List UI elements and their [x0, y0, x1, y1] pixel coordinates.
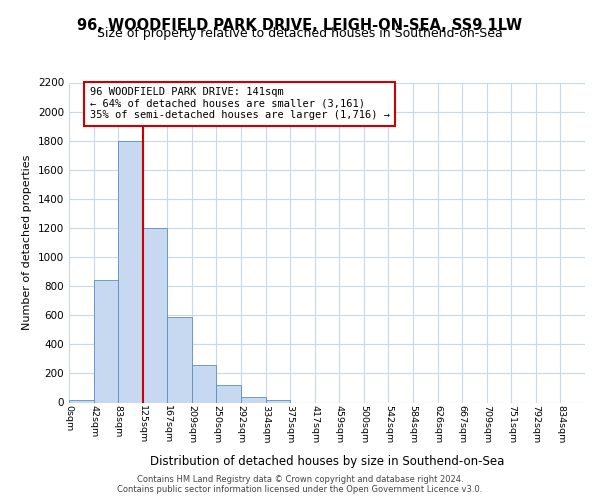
- Text: Size of property relative to detached houses in Southend-on-Sea: Size of property relative to detached ho…: [97, 28, 503, 40]
- Bar: [241, 396, 266, 402]
- Text: Contains HM Land Registry data © Crown copyright and database right 2024.
Contai: Contains HM Land Registry data © Crown c…: [118, 474, 482, 494]
- Bar: [167, 316, 192, 402]
- Bar: [143, 228, 167, 402]
- X-axis label: Distribution of detached houses by size in Southend-on-Sea: Distribution of detached houses by size …: [150, 455, 504, 468]
- Y-axis label: Number of detached properties: Number of detached properties: [22, 155, 32, 330]
- Text: 96, WOODFIELD PARK DRIVE, LEIGH-ON-SEA, SS9 1LW: 96, WOODFIELD PARK DRIVE, LEIGH-ON-SEA, …: [77, 18, 523, 32]
- Bar: [266, 400, 290, 402]
- Text: 96 WOODFIELD PARK DRIVE: 141sqm
← 64% of detached houses are smaller (3,161)
35%: 96 WOODFIELD PARK DRIVE: 141sqm ← 64% of…: [89, 88, 389, 120]
- Bar: [217, 385, 241, 402]
- Bar: [69, 400, 94, 402]
- Bar: [118, 140, 143, 402]
- Bar: [94, 280, 118, 402]
- Bar: [192, 366, 217, 403]
